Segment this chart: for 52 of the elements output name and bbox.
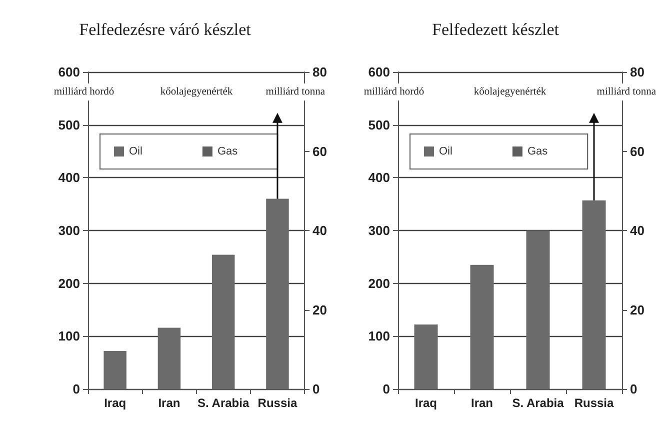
y-tick-label: 500	[58, 117, 80, 132]
bar	[104, 350, 126, 389]
annotation: kőolajegyenérték	[474, 86, 547, 98]
y-tick-label: 300	[368, 223, 390, 238]
y2-tick-label: 0	[312, 382, 320, 396]
y2-tick-label: 40	[630, 223, 644, 238]
x-tick-label: S. Arabia	[512, 396, 564, 410]
chart-title: Felfedezett készlet	[432, 20, 560, 39]
annotation: milliárd tonna	[266, 86, 326, 98]
x-tick-label: Iraq	[104, 396, 126, 410]
y2-tick-label: 80	[630, 64, 644, 80]
y2-tick-label: 20	[630, 302, 644, 318]
y-tick-label: 600	[368, 64, 390, 80]
annotation: milliárd hordó	[364, 86, 424, 98]
y-tick-label: 100	[368, 328, 390, 344]
y2-tick-label: 40	[312, 223, 328, 238]
y-tick-label: 200	[368, 276, 390, 291]
legend-label: Oil	[439, 146, 452, 158]
bar	[212, 254, 235, 389]
x-tick-label: Iraq	[414, 396, 438, 410]
y-tick-label: 400	[368, 170, 390, 186]
bar	[158, 328, 181, 389]
annotation: milliárd hordó	[54, 86, 114, 98]
legend-label: Gas	[217, 146, 238, 158]
x-tick-label: S. Arabia	[198, 396, 250, 410]
x-tick-label: Iran	[470, 396, 494, 410]
y2-tick-label: 0	[630, 382, 638, 396]
y-tick-label: 0	[72, 382, 80, 396]
bar	[266, 198, 289, 389]
y-tick-label: 200	[58, 276, 80, 291]
x-tick-label: Iran	[158, 396, 180, 410]
y-tick-label: 300	[58, 223, 80, 238]
y2-tick-label: 60	[630, 144, 644, 159]
legend-label: Oil	[129, 146, 142, 158]
bar	[470, 264, 494, 389]
bar	[414, 324, 438, 389]
bar	[582, 200, 606, 389]
x-tick-label: Russia	[258, 396, 298, 410]
x-tick-label: Russia	[574, 396, 614, 410]
y-tick-label: 0	[382, 382, 390, 396]
annotation: kőolajegyenérték	[160, 86, 234, 98]
y2-tick-label: 80	[312, 64, 328, 80]
chart-title: Felfedezésre váró készlet	[79, 20, 252, 39]
y-tick-label: 600	[58, 64, 80, 80]
y-tick-label: 500	[368, 117, 390, 132]
y-tick-label: 100	[58, 328, 80, 344]
y-tick-label: 400	[58, 170, 80, 186]
annotation: milliárd tonna	[596, 86, 656, 98]
bar	[526, 230, 550, 389]
y2-tick-label: 20	[312, 302, 328, 318]
y2-tick-label: 60	[312, 144, 328, 159]
legend-label: Gas	[527, 146, 548, 158]
